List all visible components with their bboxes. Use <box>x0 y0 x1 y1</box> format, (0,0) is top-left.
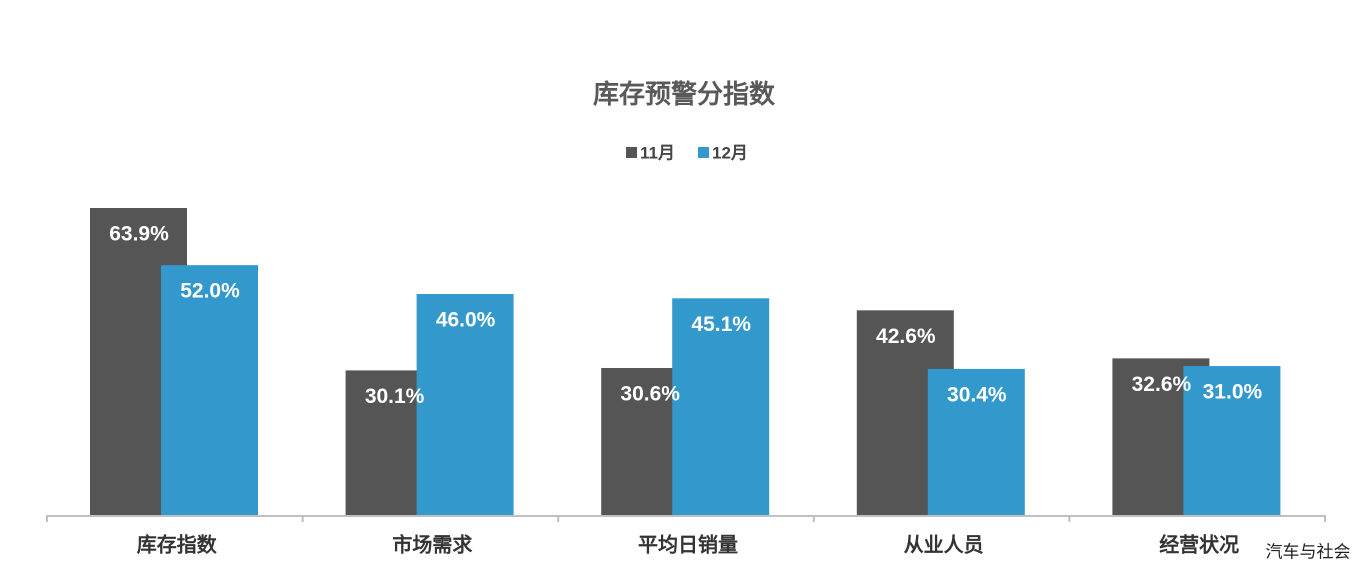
bar <box>1183 366 1281 515</box>
x-tick-label: 从业人员 <box>904 533 984 556</box>
data-label: 30.6% <box>620 383 680 406</box>
bar <box>672 298 770 515</box>
x-tick-label: 平均日销量 <box>638 532 738 556</box>
x-tick-label: 经营状况 <box>1159 532 1239 556</box>
data-label: 63.9% <box>109 223 169 246</box>
data-label: 52.0% <box>180 280 240 303</box>
x-tick-label: 库存指数 <box>137 532 218 556</box>
data-label: 32.6% <box>1132 373 1192 396</box>
legend-label: 11月 <box>640 143 675 162</box>
legend-label: 12月 <box>712 143 748 162</box>
data-label: 30.4% <box>947 383 1007 406</box>
data-label: 31.0% <box>1203 381 1263 404</box>
bar <box>161 265 258 515</box>
data-label: 45.1% <box>691 313 751 336</box>
bar <box>416 293 514 515</box>
legend-swatch <box>698 147 709 158</box>
legend-swatch <box>626 147 637 158</box>
data-label: 42.6% <box>876 325 936 348</box>
chart-title: 库存预警分指数 <box>593 79 776 109</box>
x-tick-label: 市场需求 <box>392 532 473 556</box>
data-label: 30.1% <box>365 385 425 408</box>
bar <box>927 368 1025 515</box>
watermark: 汽车与社会 <box>1266 542 1351 561</box>
data-label: 46.0% <box>436 309 496 332</box>
